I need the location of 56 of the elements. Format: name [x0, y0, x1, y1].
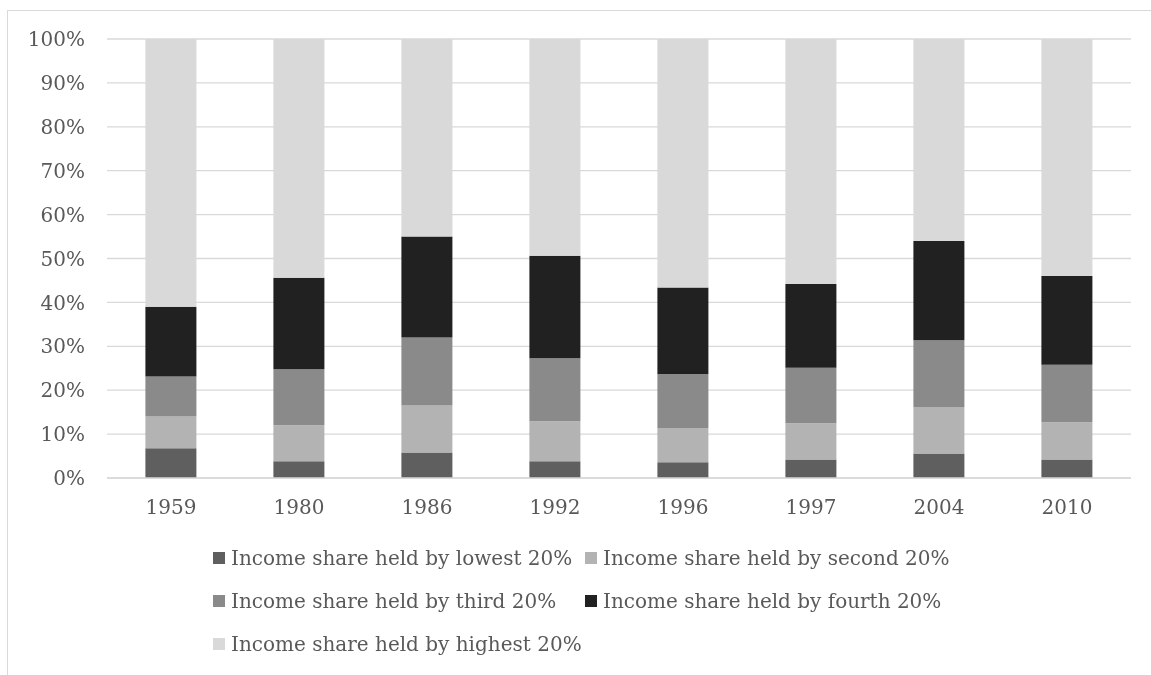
bar [145, 416, 197, 449]
bar [529, 358, 581, 422]
bar [1041, 364, 1093, 423]
x-tick-label: 1992 [529, 495, 581, 520]
bar [401, 236, 453, 338]
legend-label: Income share held by fourth 20% [603, 588, 942, 613]
bar [785, 459, 837, 478]
y-tick-label: 50% [40, 246, 85, 271]
bar [785, 367, 837, 424]
bar [913, 240, 965, 341]
bar [657, 287, 709, 374]
y-tick-label: 30% [40, 334, 85, 359]
bar [657, 462, 709, 478]
bar [529, 461, 581, 478]
bar [1041, 276, 1093, 365]
x-tick-label: 1959 [145, 495, 197, 520]
x-tick-label: 2010 [1041, 495, 1093, 520]
x-tick-label: 1996 [657, 495, 709, 520]
bar [657, 373, 709, 428]
x-tick-label: 1986 [401, 495, 453, 520]
bar [401, 405, 453, 453]
bar [273, 277, 325, 370]
legend-label: Income share held by highest 20% [231, 631, 582, 656]
bar [785, 423, 837, 460]
y-tick-label: 20% [40, 378, 85, 403]
bar [273, 461, 325, 478]
bar [529, 421, 581, 462]
bar [785, 283, 837, 368]
y-tick-label: 10% [40, 422, 85, 447]
x-tick-label: 1980 [273, 495, 325, 520]
x-tick-label: 1997 [785, 495, 837, 520]
y-tick-label: 40% [40, 290, 85, 315]
legend-label: Income share held by lowest 20% [231, 545, 573, 570]
bar [273, 369, 325, 426]
legend-label: Income share held by third 20% [231, 588, 557, 613]
x-tick-label: 2004 [913, 495, 965, 520]
bar [1041, 459, 1093, 478]
bar [913, 406, 965, 454]
bar [145, 306, 197, 377]
bar [657, 427, 709, 463]
y-tick-label: 60% [40, 202, 85, 227]
y-tick-label: 80% [40, 114, 85, 139]
legend-label: Income share held by second 20% [603, 545, 950, 570]
y-tick-label: 70% [40, 158, 85, 183]
bar [401, 452, 453, 478]
bar [145, 448, 197, 478]
bar [401, 337, 453, 406]
y-tick-label: 100% [27, 27, 85, 52]
y-tick-label: 90% [40, 71, 85, 95]
bar [1041, 422, 1093, 460]
bar [913, 340, 965, 407]
bar [529, 255, 581, 359]
y-tick-label: 0% [53, 466, 85, 491]
bar [913, 453, 965, 478]
bar [273, 425, 325, 462]
bar [145, 376, 197, 417]
